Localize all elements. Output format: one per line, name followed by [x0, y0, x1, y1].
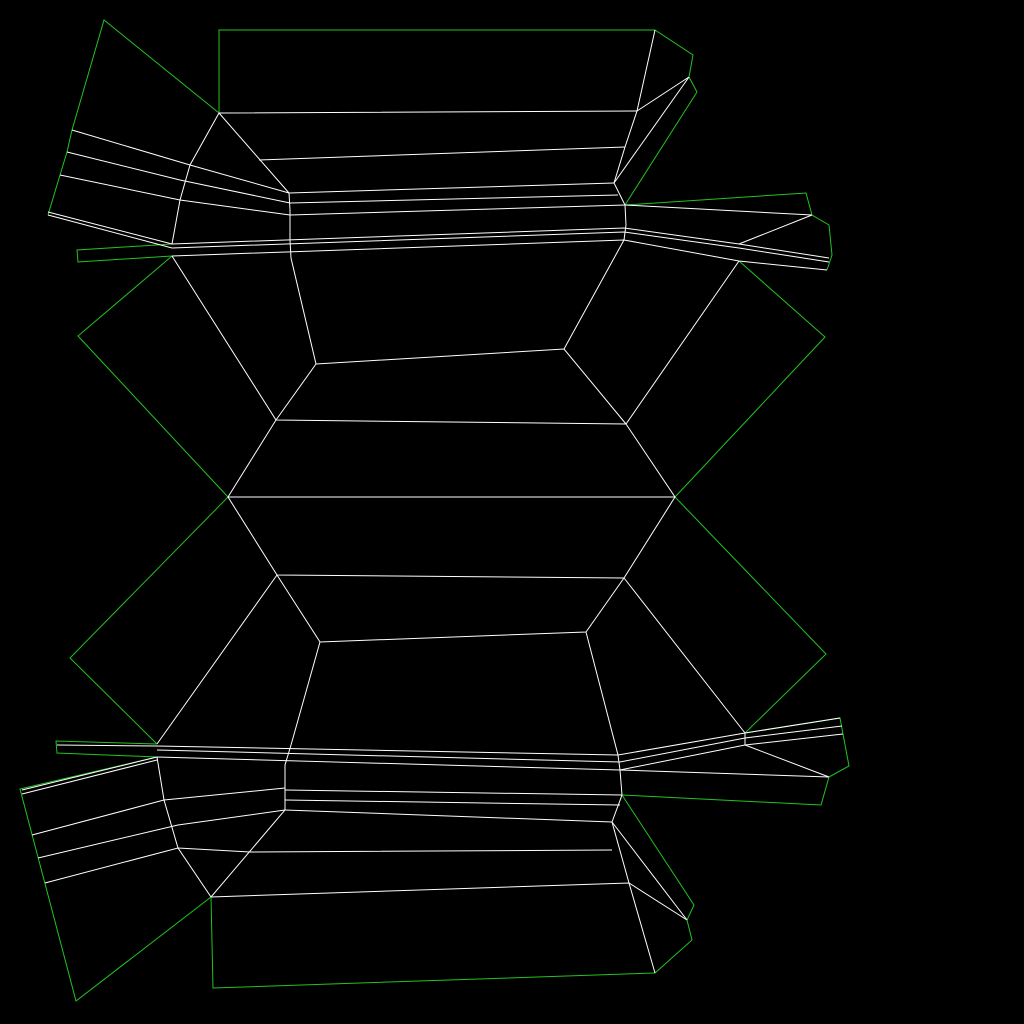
edge-top-6 [636, 76, 690, 112]
edge-mid-7 [623, 577, 746, 734]
edge-bot-7 [619, 769, 830, 778]
edge-mid-4 [227, 496, 676, 579]
edge-bot-3 [56, 717, 841, 756]
edge-top-14 [47, 211, 830, 259]
seam-top-left-flap [47, 19, 220, 216]
edge-bot-4 [156, 725, 843, 763]
edge-bot-17 [210, 882, 688, 921]
edge-bot-1 [210, 641, 321, 898]
edge-top-9 [289, 194, 619, 204]
edge-top-13 [59, 174, 291, 216]
seam-lower-left-flap [19, 756, 212, 1002]
seam-top-right-flap [624, 76, 698, 206]
edge-bot-5 [156, 733, 844, 771]
edge-top-16 [171, 239, 828, 271]
edge-top-15 [47, 214, 830, 263]
edge-bot-18 [611, 821, 688, 921]
edge-top-12 [66, 151, 291, 204]
edge-top-18 [738, 214, 813, 245]
edge-top-11 [71, 129, 290, 194]
seam-upper-left-strip [76, 243, 173, 263]
seam-bottom-panel [210, 794, 695, 989]
edge-bot-9 [21, 759, 158, 795]
edge-mid-5 [276, 574, 625, 643]
edge-bot-12 [37, 809, 286, 859]
edge-top-19 [563, 239, 625, 350]
edge-top-4 [258, 146, 626, 161]
edge-bot-6 [744, 733, 830, 778]
edge-bot-11 [31, 787, 286, 836]
edge-mid-1 [171, 255, 740, 425]
seam-lower-left-strip [55, 740, 158, 758]
edge-bot-10 [156, 756, 212, 898]
edge-mid-3 [227, 419, 676, 498]
edge-top-3 [171, 112, 220, 245]
edge-bot-15 [284, 799, 621, 806]
edge-bot-8 [21, 756, 158, 791]
edge-top-10 [289, 204, 626, 216]
edge-top-17 [624, 204, 813, 216]
edge-top-7 [613, 76, 690, 184]
edge-top-2 [218, 112, 317, 365]
edge-top-8 [288, 182, 615, 194]
seam-upper-right-tab [624, 192, 833, 271]
edge-bot-16 [284, 809, 613, 823]
edge-bot-13 [44, 847, 613, 884]
edge-top-5 [613, 110, 638, 241]
edge-bot-14 [284, 789, 623, 796]
edge-mid-6 [156, 574, 278, 745]
edge-mid-2 [275, 363, 317, 421]
uv-interior-edges [21, 29, 844, 974]
edge-top-20 [315, 348, 627, 425]
